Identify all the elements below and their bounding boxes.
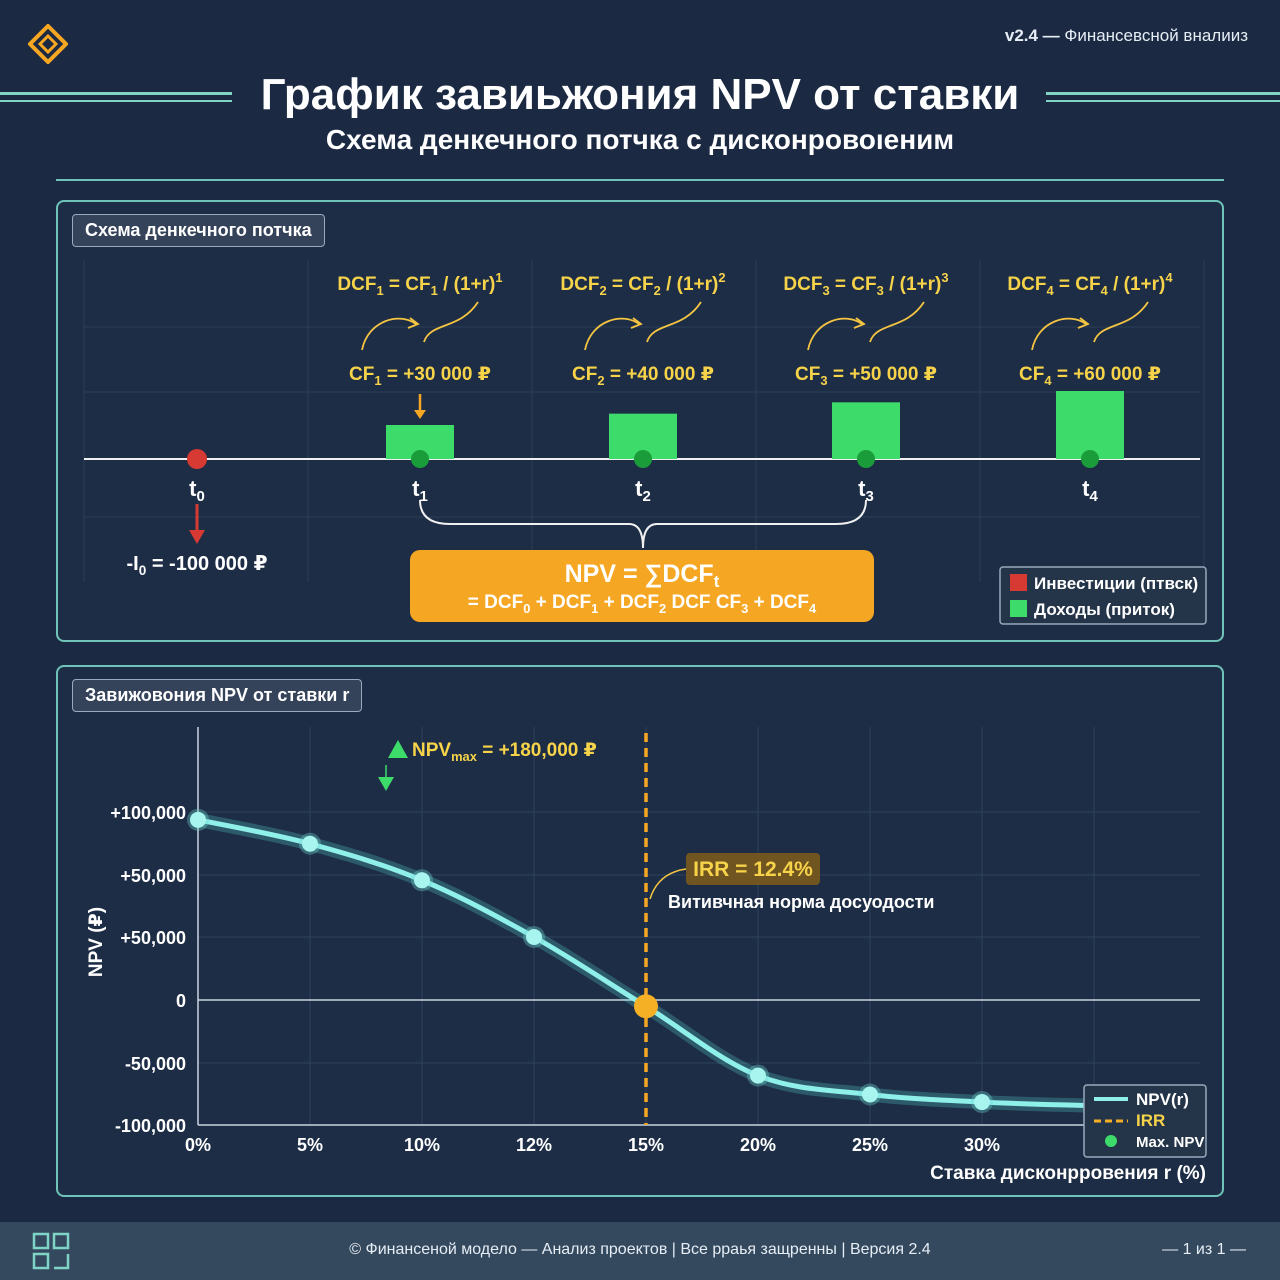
legend-max-swatch [1105,1135,1117,1147]
footer-copyright: © Финансеной модело — Анализ проектов | … [349,1241,931,1258]
dcf-formula-4: DCF4​ = CF4​ / (1+r)4​ [1007,270,1173,298]
data-point-0 [190,811,206,828]
data-point-5 [750,1067,766,1084]
legend-label-0: Инвестиции (птвск) [1034,574,1198,593]
x-tick-6: 25% [852,1135,888,1155]
npv-curve-glow [196,812,1173,1116]
page-subtitle: Схема денкечного потчка с дисконровоıени… [325,124,955,155]
period-dot-2 [634,450,652,468]
period-label-4: t4​ [1082,476,1098,505]
npv-legend-label-1: IRR [1136,1111,1165,1130]
dcf-formula-3: DCF3​ = CF3​ / (1+r)3​ [783,270,948,298]
discount-arrowhead-3 [853,317,866,329]
npv-curve [197,817,1173,1111]
title-row: График завиьжония NPV от ставки [0,70,1280,124]
page-title: График завиьжония NPV от ставки [260,70,1020,119]
legend-swatch-1 [1010,600,1027,617]
layout-grid-icon [32,1232,70,1270]
npv-max-down-icon [378,777,394,791]
irr-label-box [686,853,820,885]
period-dot-3 [857,450,875,468]
discount-arrowhead-1 [407,317,420,329]
cashflow-bar-4 [1056,391,1124,459]
x-axis-label: Ставка дисконрровения r (%) [930,1163,1206,1184]
data-point-2 [414,872,430,889]
discount-arrow-1 [361,301,479,351]
x-tick-0: 0% [185,1135,211,1155]
y-tick-0: +100,000 [110,803,186,823]
cf-label-2: CF2​ = +40 000 ₽ [572,364,714,388]
npv-formula-box [410,550,874,622]
discount-arrowhead-2 [630,317,643,329]
data-point-1 [302,835,318,852]
diamond-logo-icon [28,24,68,64]
npv-legend: NPV(r) IRR Max. NPV [1083,1084,1207,1158]
npv-legend-label-0: NPV(r) [1136,1090,1189,1109]
irr-pointer [649,868,687,900]
cashflow-bar-3 [832,402,900,459]
data-point-6 [862,1086,878,1103]
period-label-2: t2​ [635,476,651,505]
npv-formula-line1: NPV = ∑DCFt​ [565,560,720,591]
cashflow-diagram: -I0​ = -100 000 ₽ t0​ CF1​ = +30 000 ₽ DCF1… [83,260,1207,625]
period-dot-4 [1081,450,1099,468]
period-dot-1 [411,450,429,468]
y-tick-2: +50,000 [120,928,186,948]
cashflow-legend-box [999,566,1207,625]
cf-label-3: CF3​ = +50 000 ₽ [795,364,937,388]
data-point-7 [974,1094,990,1111]
npv-max-label: NPVmax​ = +180,000 ₽ [412,740,597,764]
x-tick-3: 12% [516,1135,552,1155]
irr-note: Витивчная норма досуодости [668,892,934,912]
irr-label: IRR = 12.4% [693,858,813,881]
cf-label-1: CF1​ = +30 000 ₽ [349,364,491,388]
period-label-0: t0​ [189,476,205,505]
discount-arrow-4 [1031,301,1149,351]
cf-label-4: CF4​ = +60 000 ₽ [1019,364,1161,388]
cashflow-legend: Инвестиции (птвск) Доходы (приток) [999,566,1207,625]
x-tick-4: 15% [628,1135,664,1155]
cashflow-panel: Схема денкечного потчка -I0​ = -100 000 … [56,200,1224,642]
x-tick-1: 5% [297,1135,323,1155]
sum-brace [419,499,867,549]
data-point-3 [526,929,542,945]
x-tick-2: 10% [404,1135,440,1155]
npv-max-up-icon [388,740,408,758]
period-label-1: t1​ [412,476,428,505]
legend-label-1: Доходы (приток) [1034,600,1175,619]
npv-formula-line2: = DCF0​ + DCF1​ + DCF2​ DCF CF3​ + DCF4​ [468,592,817,616]
x-tick-7: 30% [964,1135,1000,1155]
npv-legend-label-2: Max. NPV [1136,1134,1204,1151]
discount-arrow-2 [584,301,702,351]
app-version: v2.4 — Финансевсной вналииз [1004,26,1248,45]
discount-arrow-3 [807,301,925,351]
period-label-3: t3​ [858,476,874,505]
period-dot-0 [187,449,207,469]
npv-chart-panel: Завижовония NPV от ставки r +100,000 +50,… [56,665,1224,1197]
dcf-formula-1: DCF1​ = CF1​ / (1+r)1​ [337,270,502,298]
discount-arrowhead-4 [1077,317,1090,329]
cf1-pointer-head [414,410,426,419]
npv-chart: +100,000 +50,000 +50,000 0 -50,000 -100,0000%… [86,727,1207,1184]
footer: © Финансеной модело — Анализ проектов | … [0,1222,1280,1280]
y-axis-label: NPV (₽) [86,907,107,977]
cashflow-panel-label: Схема денкечного потчка [72,214,325,247]
y-tick-3: 0 [176,991,186,1011]
investment-label: -I0​ = -100 000 ₽ [126,553,267,578]
investment-arrowhead [189,530,205,544]
x-tick-5: 20% [740,1135,776,1155]
npv-panel-label: Завижовония NPV от ставки r [72,679,363,712]
y-tick-5: -100,000 [115,1116,186,1136]
legend-swatch-0 [1010,574,1027,591]
y-tick-1: +50,000 [120,866,186,886]
page-indicator: — 1 из 1 — [1162,1241,1246,1258]
dcf-formula-2: DCF2​ = CF2​ / (1+r)2​ [560,270,725,298]
y-tick-4: -50,000 [125,1054,186,1074]
irr-point [634,994,658,1019]
header-divider [56,179,1224,181]
